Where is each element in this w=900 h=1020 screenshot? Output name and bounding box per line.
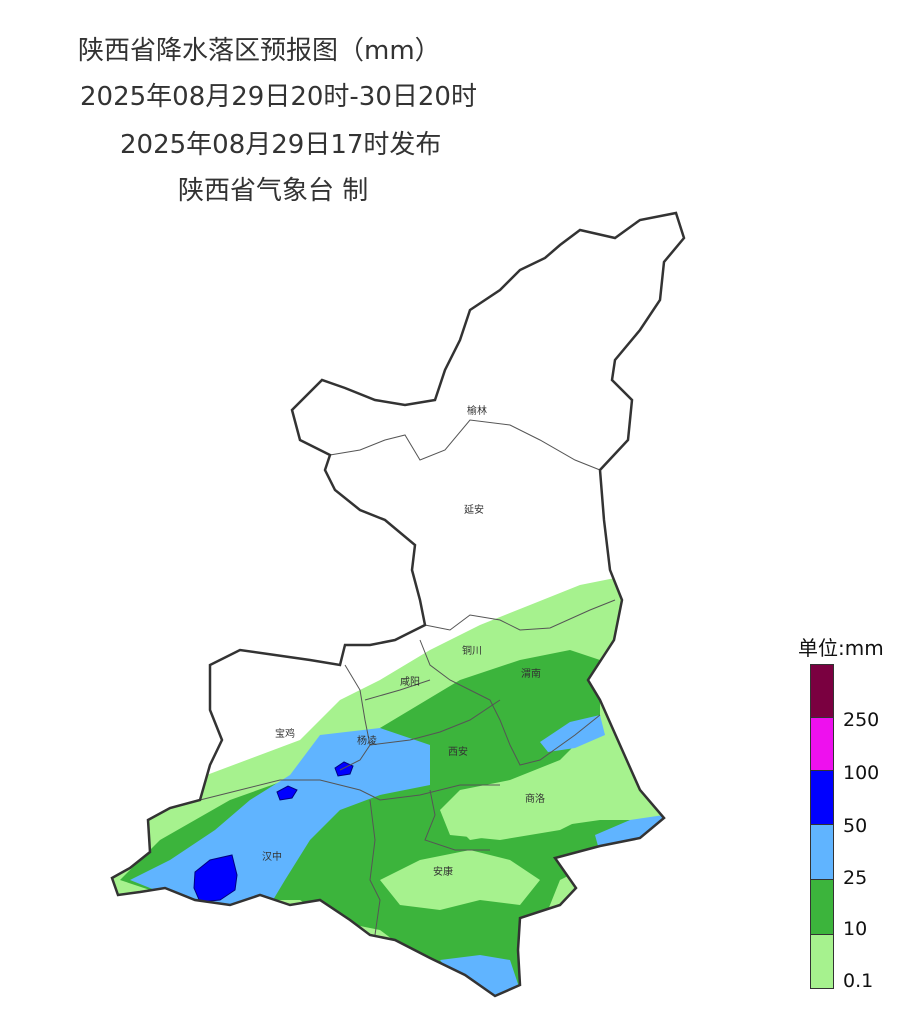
legend-label-50: 50 — [843, 815, 868, 837]
light-rain-patch-shangluo — [440, 740, 630, 840]
legend-swatch-25-50 — [810, 824, 834, 880]
legend-title: 单位:mm — [798, 636, 884, 660]
city-label-xianyang: 咸阳 — [400, 676, 420, 688]
rainstorm-patch-hanzhong — [193, 854, 238, 903]
legend-swatch-0-1-10 — [810, 934, 834, 989]
light-rain-patch-ankang — [380, 850, 540, 910]
legend-label-25: 25 — [843, 867, 868, 889]
city-label-yanan: 延安 — [464, 503, 484, 516]
map-title: 陕西省降水落区预报图（mm） — [78, 36, 441, 66]
legend-label-10: 10 — [843, 918, 868, 940]
city-labels: 榆林 延安 铜川 渭南 咸阳 宝鸡 杨凌 西安 商洛 汉中 安康 — [262, 404, 545, 878]
city-label-hanzhong: 汉中 — [262, 850, 282, 863]
heavy-rain-zone — [130, 728, 430, 905]
legend-swatch-50-100 — [810, 770, 834, 825]
city-label-shangluo: 商洛 — [525, 792, 545, 805]
city-label-ankang: 安康 — [433, 865, 453, 878]
district-boundaries — [199, 419, 616, 936]
forecast-period: 2025年08月29日20时-30日20时 — [80, 82, 477, 112]
issue-time: 2025年08月29日17时发布 — [120, 130, 442, 160]
rainstorm-patch-baoji-1 — [276, 785, 298, 801]
city-label-weinan: 渭南 — [521, 667, 541, 680]
issuer: 陕西省气象台 制 — [178, 176, 369, 206]
heavy-rain-zone-south — [440, 955, 520, 996]
legend-swatch-10-25 — [810, 879, 834, 935]
legend-label-0-1: 0.1 — [843, 970, 874, 992]
legend-swatch-100-250 — [810, 717, 834, 771]
city-label-baoji: 宝鸡 — [275, 727, 295, 740]
legend-label-250: 250 — [843, 709, 880, 731]
city-label-yulin: 榆林 — [467, 404, 487, 417]
legend-label-100: 100 — [843, 762, 880, 784]
city-label-yangling: 杨凌 — [357, 734, 377, 747]
city-label-xian: 西安 — [448, 745, 468, 758]
moderate-rain-zone — [120, 650, 640, 990]
legend-swatch-250-plus — [810, 664, 834, 718]
city-label-tongchuan: 铜川 — [462, 645, 482, 657]
